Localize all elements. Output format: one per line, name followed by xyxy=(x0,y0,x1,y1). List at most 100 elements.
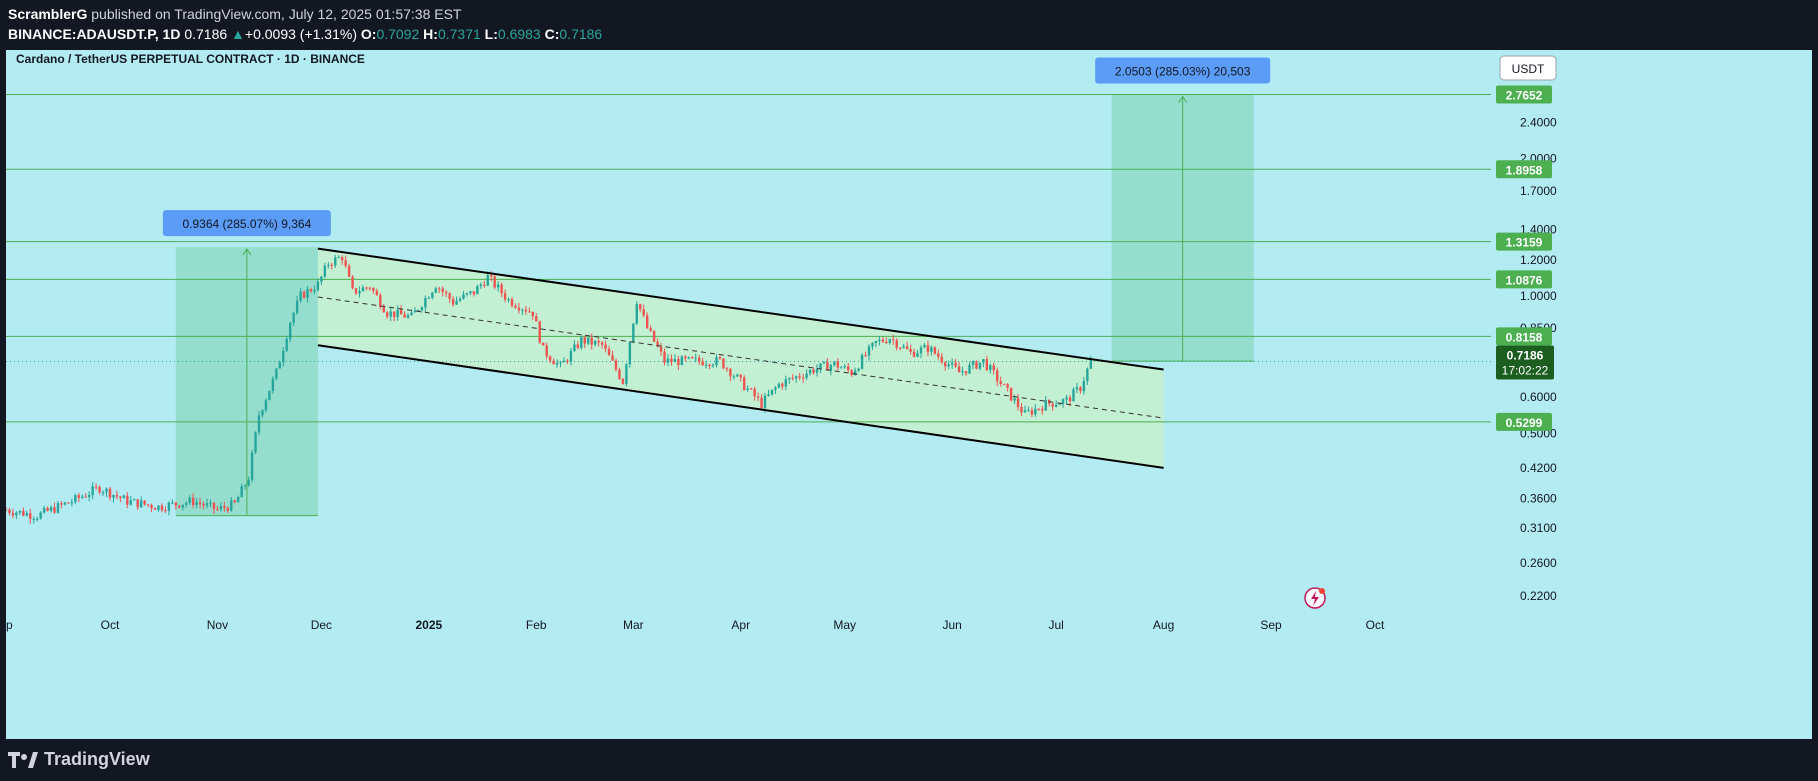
candle-body xyxy=(205,503,209,506)
candle-body xyxy=(181,504,184,508)
candle-body xyxy=(1089,359,1093,369)
candle-body xyxy=(957,366,961,373)
candle-body xyxy=(139,500,143,508)
candle-body xyxy=(295,300,299,313)
measure-label-1: 2.0503 (285.03%) 20,503 xyxy=(1115,64,1251,78)
price-tick-5: 1.0000 xyxy=(1520,289,1557,303)
candle-body xyxy=(524,309,528,312)
candle-body xyxy=(933,347,937,354)
chart-area[interactable]: 0.9364 (285.07%) 9,364 2.0503 (285.03%) 2… xyxy=(0,50,1812,739)
candle-body xyxy=(632,323,635,343)
candle-body xyxy=(1027,410,1030,412)
candle-body xyxy=(808,369,812,374)
candle-body xyxy=(691,356,694,359)
price-level-label-2: 1.3159 xyxy=(1506,236,1543,250)
candle-body xyxy=(909,349,912,352)
price-chart[interactable]: 0.9364 (285.07%) 9,364 2.0503 (285.03%) 2… xyxy=(0,50,1812,739)
candle-body xyxy=(722,358,725,369)
channel-lower-line[interactable] xyxy=(317,344,1164,469)
candle-body xyxy=(472,291,476,295)
last-price-label-bg xyxy=(1496,345,1554,380)
currency-button[interactable] xyxy=(1499,55,1557,81)
publish-info: published on TradingView.com, July 12, 2… xyxy=(91,6,462,22)
notification-dot xyxy=(1319,588,1325,594)
price-tick-9: 0.4200 xyxy=(1520,461,1557,475)
candle-body xyxy=(257,415,261,433)
candle-body xyxy=(531,311,535,317)
candle-body xyxy=(687,356,690,359)
candle-body xyxy=(115,495,119,497)
price-level-label-1: 1.8958 xyxy=(1506,163,1543,177)
candle-body xyxy=(815,368,819,373)
candle-body xyxy=(417,310,420,312)
candle-body xyxy=(427,297,431,299)
candle-body xyxy=(396,309,399,318)
candle-body xyxy=(781,383,784,387)
tradingview-logo[interactable]: TradingView xyxy=(8,749,150,770)
price-tick-2: 1.7000 xyxy=(1520,184,1557,198)
candle-body xyxy=(372,288,375,291)
candle-body xyxy=(583,337,586,344)
candle-body xyxy=(340,257,344,261)
price-level-label-bg-5 xyxy=(1496,412,1552,431)
candle-body xyxy=(666,358,670,363)
candle-body xyxy=(67,502,70,504)
candle-body xyxy=(535,316,538,322)
price-tick-0: 2.4000 xyxy=(1520,116,1557,130)
lightning-icon-bolt xyxy=(1311,591,1319,606)
candle-body xyxy=(840,367,843,369)
candle-body xyxy=(271,378,275,391)
candle-body xyxy=(607,348,611,356)
candle-body xyxy=(978,362,982,369)
measure-arrow-head-0 xyxy=(242,248,252,256)
candle-body xyxy=(604,344,607,349)
candle-body xyxy=(490,275,493,277)
candle-body xyxy=(659,346,663,352)
candle-body xyxy=(105,488,108,493)
candle-body xyxy=(697,357,701,362)
author-name[interactable]: ScramblerG xyxy=(8,6,88,22)
candle-body xyxy=(538,321,541,343)
channel-mid-line[interactable] xyxy=(317,296,1164,419)
price-level-label-bg-1 xyxy=(1496,160,1552,179)
candle-body xyxy=(365,287,368,289)
price-tick-4: 1.2000 xyxy=(1520,253,1557,267)
candle-body xyxy=(996,370,999,382)
candle-body xyxy=(642,309,645,316)
channel-upper-line[interactable] xyxy=(317,247,1164,371)
candle-body xyxy=(143,500,146,505)
candle-body xyxy=(795,376,798,379)
candle-body xyxy=(1020,406,1023,413)
close-value: 0.7186 xyxy=(559,26,603,42)
candle-body xyxy=(964,371,968,374)
candle-body xyxy=(503,293,507,300)
candle-body xyxy=(791,378,794,380)
candle-body xyxy=(711,364,715,367)
low-label: L: xyxy=(484,26,498,42)
candle-body xyxy=(483,284,486,286)
candle-body xyxy=(729,368,732,377)
candle-body xyxy=(864,355,867,357)
candle-body xyxy=(760,397,763,408)
candle-body xyxy=(902,346,905,348)
low-value: 0.6983 xyxy=(497,26,541,42)
candle-body xyxy=(496,284,500,288)
candle-body xyxy=(330,264,333,266)
candle-body xyxy=(704,364,708,366)
candle-body xyxy=(275,368,278,379)
price-tick-7: 0.6000 xyxy=(1520,390,1557,404)
candle-body xyxy=(857,368,860,371)
candle-body xyxy=(975,361,978,369)
price-level-label-bg-2 xyxy=(1496,232,1552,251)
candle-body xyxy=(850,370,853,376)
candle-body xyxy=(243,485,247,487)
candle-body xyxy=(39,512,42,519)
candle-body xyxy=(462,294,465,299)
candle-body xyxy=(805,373,808,379)
candle-body xyxy=(947,364,950,367)
currency-button-label[interactable]: USDT xyxy=(1512,62,1545,76)
candle-body xyxy=(254,432,257,453)
candle-body xyxy=(652,330,656,342)
candle-body xyxy=(971,361,975,365)
candle-body xyxy=(774,387,777,390)
